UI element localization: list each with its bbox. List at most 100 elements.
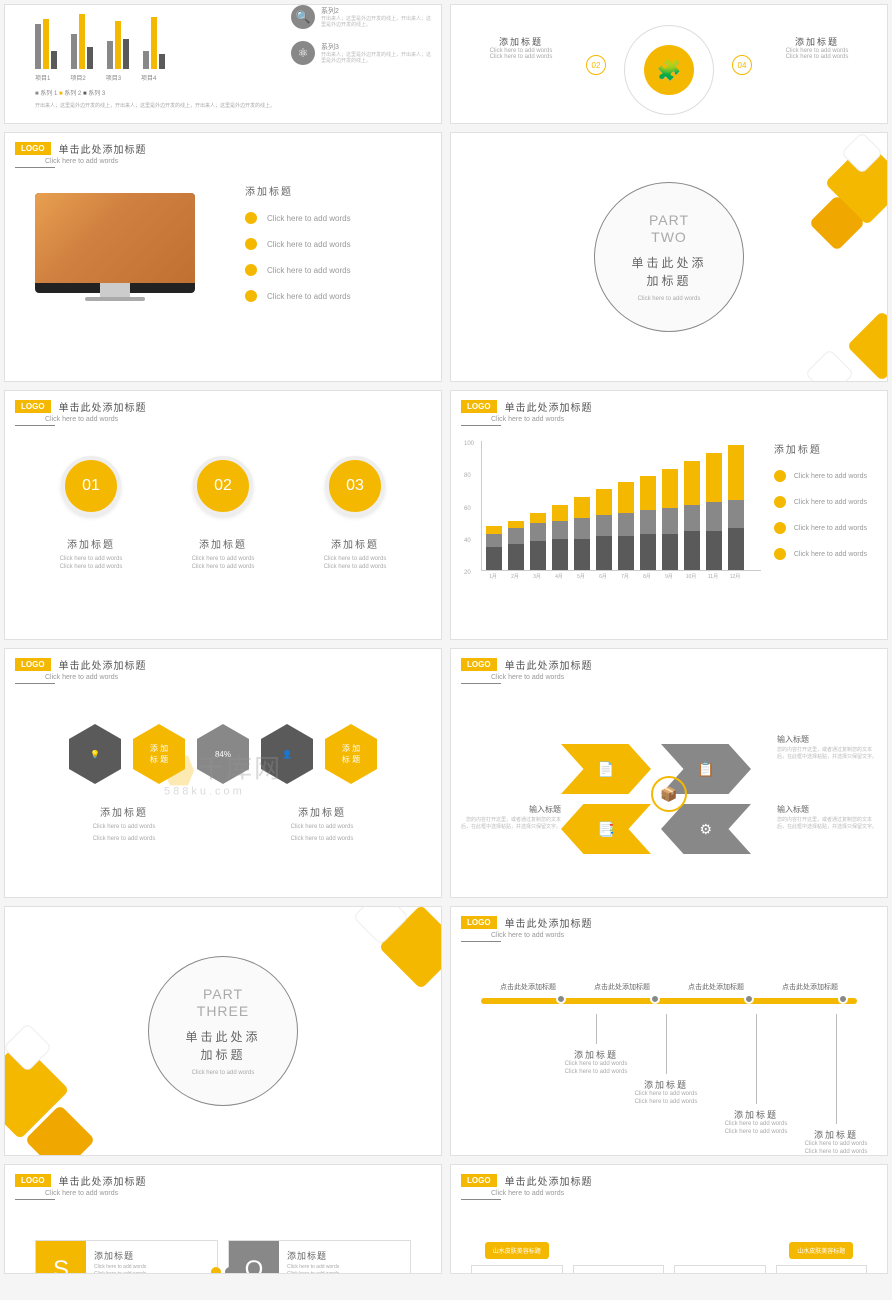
logo-badge: LOGO (461, 916, 497, 929)
box-row: 山水皮肤美容标题添加标题Click here to add words添加标题C… (471, 1240, 867, 1274)
arrow-yellow: 📄 (561, 744, 651, 794)
slide-10: LOGO 单击此处添加标题 Click here to add words 点击… (450, 906, 888, 1156)
point-title: 添加标题 (767, 35, 867, 48)
slide-header: LOGO 单击此处添加标题 (451, 649, 887, 674)
part-subtitle: Click here to add words (192, 1070, 255, 1076)
slide-1: 项目1项目2项目3项目4 ■ 系列 1 ■ 系列 2 ■ 系列 3 开出来人；这… (4, 4, 442, 124)
arrow-gray: ⚙ (661, 804, 751, 854)
timeline-dot (744, 994, 754, 1004)
point-number-02: 02 (586, 55, 606, 75)
slide-11: LOGO 单击此处添加标题 Click here to add words S添… (4, 1164, 442, 1274)
slide-title: 单击此处添加标题 (59, 657, 147, 672)
part-label: PARTTHREE (197, 986, 249, 1020)
timeline: 点击此处添加标题点击此处添加标题点击此处添加标题点击此处添加标题 添加标题Cli… (451, 982, 887, 1004)
slide-header: LOGO 单击此处添加标题 (451, 1165, 887, 1190)
series-list: 🔍系列2开出来人；这里是外边开发的线上，开出来人；这里是外边开发的线上。⚛系列3… (291, 5, 431, 77)
part-title: 单击此处添加标题 (631, 254, 706, 290)
slide-3: LOGO 单击此处添加标题 Click here to add words 添加… (4, 132, 442, 382)
slide-subtitle: Click here to add words (5, 1190, 441, 1197)
divider (15, 425, 55, 426)
hex-label: 添加标题 Click here to add words Click here … (54, 804, 194, 844)
slide-header: LOGO 单击此处添加标题 (5, 391, 441, 416)
cube-icon: 📦 (651, 776, 687, 812)
divider (461, 941, 501, 942)
slide-subtitle: Click here to add words (451, 932, 887, 939)
hexagon-labels: 添加标题 Click here to add words Click here … (5, 804, 441, 844)
slide-subtitle: Click here to add words (451, 416, 887, 423)
slide-header: LOGO 单击此处添加标题 (5, 1165, 441, 1190)
slide-5: LOGO 单击此处添加标题 Click here to add words 01… (4, 390, 442, 640)
timeline-bar (481, 998, 857, 1004)
divider (15, 1199, 55, 1200)
slide-title: 单击此处添加标题 (505, 915, 593, 930)
deco-square (805, 349, 854, 382)
hex-label: 添加标题 Click here to add words Click here … (252, 804, 392, 844)
point-number-04: 04 (732, 55, 752, 75)
slide-title: 单击此处添加标题 (59, 399, 147, 414)
slide-8: LOGO 单击此处添加标题 Click here to add words 📄 … (450, 648, 888, 898)
logo-badge: LOGO (461, 400, 497, 413)
bar-chart-legend: ■ 系列 1 ■ 系列 2 ■ 系列 3 (35, 88, 411, 97)
swot-boxes: S添加标题Click here to add wordsClick here t… (35, 1240, 411, 1274)
slide-header: LOGO 单击此处添加标题 (451, 907, 887, 932)
slide-header: LOGO 单击此处添加标题 (5, 649, 441, 674)
hexagon-row: 💡添 加标 题84%👤添 加标 题 (5, 724, 441, 784)
center-circle: 🧩 (624, 25, 714, 115)
divider (15, 683, 55, 684)
deco-square (847, 311, 888, 382)
divider (461, 683, 501, 684)
part-circle: PARTTHREE 单击此处添加标题 Click here to add wor… (148, 956, 298, 1106)
point-left: 添加标题 Click here to add words Click here … (471, 35, 571, 60)
bullet-heading: 添加标题 (245, 183, 351, 198)
point-right: 添加标题 Click here to add words Click here … (767, 35, 867, 60)
slide-subtitle: Click here to add words (5, 674, 441, 681)
arrow-label: 输入标题 您的内容打开这里，或者通过复制您的文本后，在此框中选择粘贴，并选择只保… (777, 734, 877, 760)
divider (15, 167, 55, 168)
part-title: 单击此处添加标题 (185, 1028, 260, 1064)
logo-badge: LOGO (461, 658, 497, 671)
logo-badge: LOGO (15, 658, 51, 671)
slide-part-three: PARTTHREE 单击此处添加标题 Click here to add wor… (4, 906, 442, 1156)
chart-description: 开出来人；这里是外边开发的线上，开出来人；这里是外边开发的线上，开出来人；这里是… (35, 103, 411, 110)
logo-badge: LOGO (15, 400, 51, 413)
timeline-dot (650, 994, 660, 1004)
point-subtitle: Click here to add words (767, 54, 867, 60)
arrow-label: 输入标题 您的内容打开这里，或者通过复制您的文本后，在此框中选择粘贴，并选择只保… (777, 804, 877, 830)
puzzle-icon: 🧩 (644, 45, 694, 95)
arrow-diagram: 📄 📋 📑 ⚙ 📦 输入标题 您的内容打开这里，或者通过复制您的文本后，在此框中… (451, 724, 887, 864)
slide-12: LOGO 单击此处添加标题 Click here to add words 山水… (450, 1164, 888, 1274)
slide-title: 单击此处添加标题 (59, 141, 147, 156)
part-subtitle: Click here to add words (638, 296, 701, 302)
timeline-dot (838, 994, 848, 1004)
three-circles: 01添加标题Click here to add wordsClick here … (5, 456, 441, 572)
divider (461, 425, 501, 426)
point-subtitle: Click here to add words (471, 54, 571, 60)
logo-badge: LOGO (15, 1174, 51, 1187)
logo-badge: LOGO (15, 142, 51, 155)
timeline-dot (556, 994, 566, 1004)
slide-title: 单击此处添加标题 (59, 1173, 147, 1188)
part-label: PARTTWO (649, 212, 689, 246)
slide-6: LOGO 单击此处添加标题 Click here to add words 10… (450, 390, 888, 640)
slide-subtitle: Click here to add words (5, 416, 441, 423)
slide-title: 单击此处添加标题 (505, 1173, 593, 1188)
slide-subtitle: Click here to add words (451, 674, 887, 681)
slide-subtitle: Click here to add words (451, 1190, 887, 1197)
slide-part-two: PARTTWO 单击此处添加标题 Click here to add words (450, 132, 888, 382)
bullet-list: 添加标题 Click here to add wordsClick here t… (245, 183, 351, 316)
slide-header: LOGO 单击此处添加标题 (451, 391, 887, 416)
part-circle: PARTTWO 单击此处添加标题 Click here to add words (594, 182, 744, 332)
slide-title: 单击此处添加标题 (505, 399, 593, 414)
chart-legend: 添加标题 Click here to add wordsClick here t… (774, 441, 867, 574)
legend-title: 添加标题 (774, 441, 867, 456)
stacked-bar-chart: 10080604020 1月2月3月4月5月6月7月8月9月10月11月12月 (481, 441, 761, 580)
point-title: 添加标题 (471, 35, 571, 48)
slide-2: 🧩 添加标题 Click here to add words Click her… (450, 4, 888, 124)
slide-title: 单击此处添加标题 (505, 657, 593, 672)
divider (461, 1199, 501, 1200)
slide-7: LOGO 单击此处添加标题 Click here to add words 💡添… (4, 648, 442, 898)
arrow-label: 输入标题 您的内容打开这里，或者通过复制您的文本后，在此框中选择粘贴，并选择只保… (461, 804, 561, 830)
slide-header: LOGO 单击此处添加标题 (5, 133, 441, 158)
monitor-image (35, 193, 195, 293)
arrow-yellow: 📑 (561, 804, 651, 854)
